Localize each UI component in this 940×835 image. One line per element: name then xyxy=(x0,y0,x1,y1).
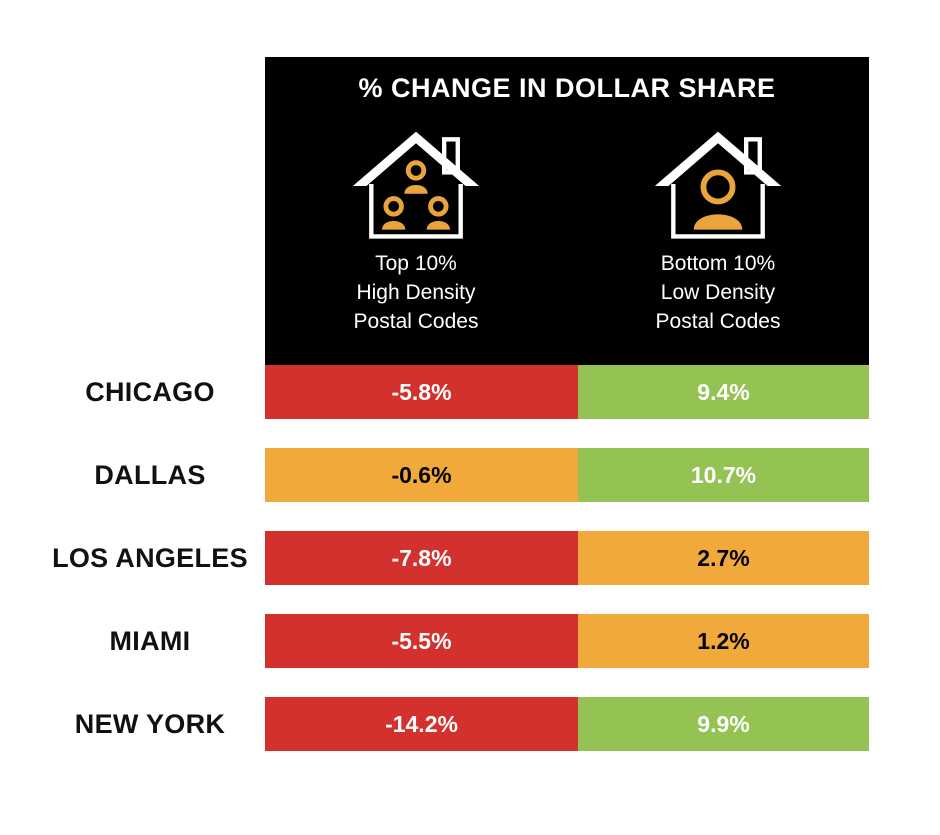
cell-bottom10: 9.9% xyxy=(578,697,869,751)
table-row-chicago: CHICAGO -5.8% 9.4% xyxy=(0,365,940,419)
column-label-top10: Top 10% High Density Postal Codes xyxy=(354,249,479,336)
column-label-bottom10: Bottom 10% Low Density Postal Codes xyxy=(656,249,781,336)
house-one-person-icon xyxy=(654,131,782,239)
cell-top10: -5.5% xyxy=(265,614,578,668)
data-rows: CHICAGO -5.8% 9.4% DALLAS -0.6% 10.7% LO… xyxy=(0,365,940,780)
city-label: CHICAGO xyxy=(85,377,215,407)
cell-bottom10: 9.4% xyxy=(578,365,869,419)
chart-title: % CHANGE IN DOLLAR SHARE xyxy=(358,73,776,103)
cell-bottom10: 10.7% xyxy=(578,448,869,502)
cell-top10: -7.8% xyxy=(265,531,578,585)
table-row-dallas: DALLAS -0.6% 10.7% xyxy=(0,448,940,502)
column-label-line: Postal Codes xyxy=(353,310,479,333)
chart-header: % CHANGE IN DOLLAR SHARE xyxy=(265,57,869,365)
column-bottom10: Bottom 10% Low Density Postal Codes xyxy=(567,126,869,336)
table-row-los-angeles: LOS ANGELES -7.8% 2.7% xyxy=(0,531,940,585)
column-label-line: Bottom 10% xyxy=(660,252,776,275)
cell-top10: -14.2% xyxy=(265,697,578,751)
column-label-line: Postal Codes xyxy=(655,310,781,333)
city-label: MIAMI xyxy=(109,626,191,656)
table-row-miami: MIAMI -5.5% 1.2% xyxy=(0,614,940,668)
cell-bottom10: 2.7% xyxy=(578,531,869,585)
column-label-line: High Density xyxy=(356,281,476,304)
cell-top10: -5.8% xyxy=(265,365,578,419)
house-three-people-icon xyxy=(352,131,480,239)
city-label: NEW YORK xyxy=(74,709,226,739)
column-label-line: Top 10% xyxy=(375,252,457,275)
city-label: DALLAS xyxy=(94,460,206,490)
column-top10: Top 10% High Density Postal Codes xyxy=(265,126,567,336)
table-row-new-york: NEW YORK -14.2% 9.9% xyxy=(0,697,940,751)
column-label-line: Low Density xyxy=(660,281,776,304)
city-label: LOS ANGELES xyxy=(52,543,248,573)
cell-bottom10: 1.2% xyxy=(578,614,869,668)
cell-top10: -0.6% xyxy=(265,448,578,502)
column-headers: Top 10% High Density Postal Codes Bottom… xyxy=(265,126,869,336)
